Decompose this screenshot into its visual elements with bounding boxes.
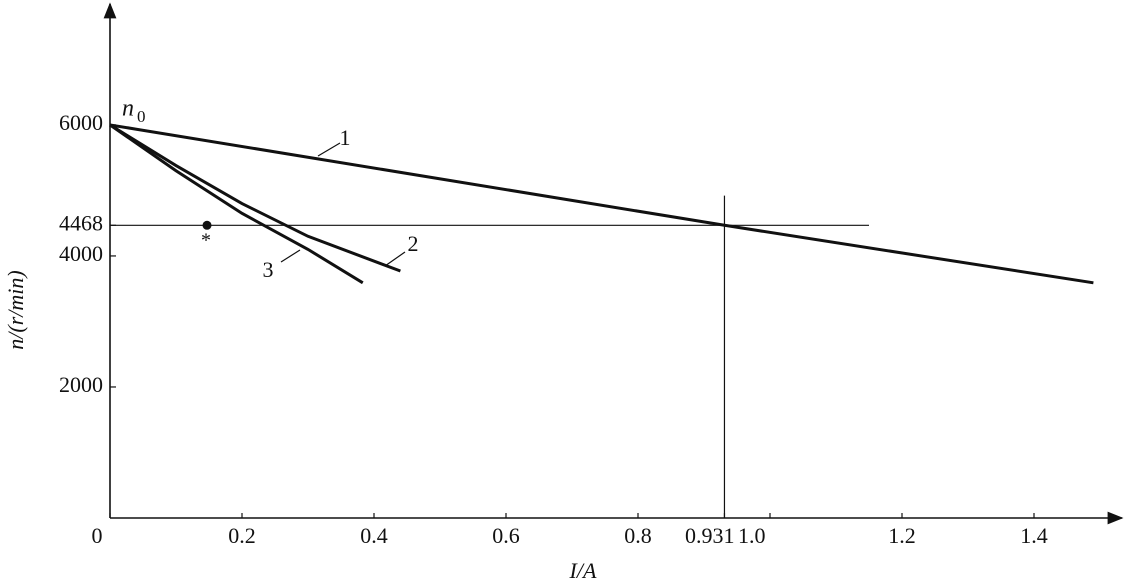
x-tick-label: 0 — [92, 523, 103, 548]
y-tick-label: 2000 — [59, 372, 103, 397]
x-tick-label: 0.931 — [685, 523, 735, 548]
data-point — [202, 220, 212, 230]
label-leader — [280, 249, 301, 263]
series-line — [109, 123, 1094, 285]
x-axis-label: I/A — [569, 558, 597, 583]
series-line — [109, 123, 401, 273]
x-tick-label: 1.0 — [738, 523, 766, 548]
y-tick-label: 6000 — [59, 110, 103, 135]
series-label: 1 — [340, 125, 351, 150]
y-tick-label: 4468 — [59, 210, 103, 235]
x-tick-label: 0.4 — [360, 523, 388, 548]
x-tick-label: 0.8 — [624, 523, 652, 548]
annotation: n — [122, 96, 134, 122]
series-label: 2 — [408, 231, 419, 256]
y-axis-label: n/(r/min) — [3, 270, 28, 349]
y-tick-label: 4000 — [59, 241, 103, 266]
x-tick-label: 0.6 — [492, 523, 520, 548]
annotation: 0 — [137, 107, 146, 126]
label-leader — [317, 142, 341, 157]
x-tick-label: 1.4 — [1020, 523, 1048, 548]
annotation: * — [201, 230, 211, 252]
x-tick-label: 1.2 — [888, 523, 916, 548]
x-tick-label: 0.2 — [228, 523, 256, 548]
series-label: 3 — [263, 257, 274, 282]
series-line — [109, 123, 364, 285]
label-leader — [384, 251, 406, 267]
